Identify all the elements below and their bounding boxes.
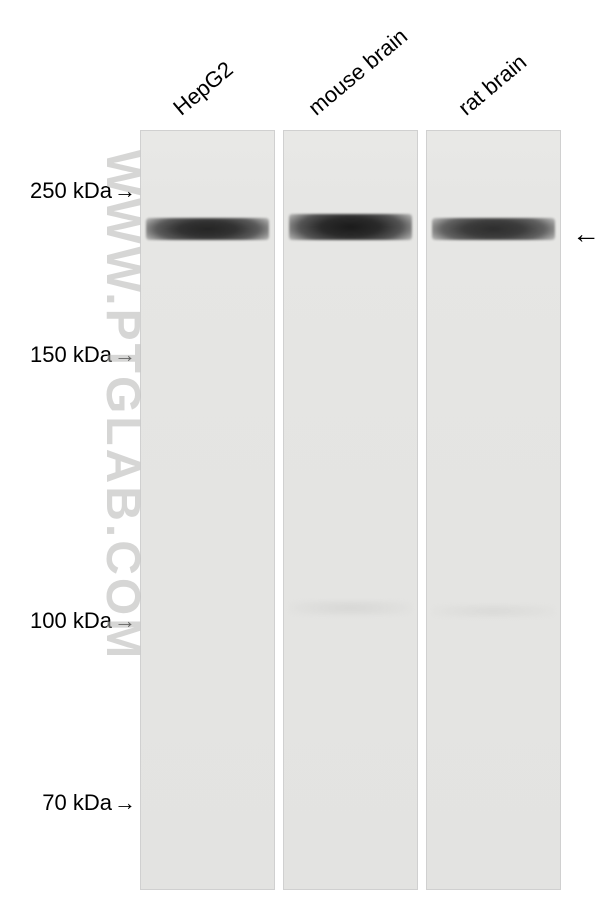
lane-label: rat brain — [453, 49, 532, 121]
arrow-right-icon: → — [114, 790, 136, 816]
mw-marker-label: 70 kDa→ — [0, 790, 136, 816]
lane-background — [427, 131, 560, 889]
arrow-right-icon: → — [114, 608, 136, 634]
lane-label: mouse brain — [303, 23, 412, 121]
band-faint — [289, 601, 411, 615]
lane-labels-group: HepG2 mouse brain rat brain — [0, 0, 600, 130]
arrow-right-icon: → — [114, 342, 136, 368]
lane-background — [284, 131, 417, 889]
band-main — [432, 218, 554, 240]
blot-lane — [426, 130, 561, 890]
blot-lane — [140, 130, 275, 890]
band-faint — [432, 605, 554, 617]
mw-marker-label: 100 kDa→ — [0, 608, 136, 634]
lane-background — [141, 131, 274, 889]
band-main — [146, 218, 268, 240]
mw-marker-label: 150 kDa→ — [0, 342, 136, 368]
blot-lane — [283, 130, 418, 890]
target-arrow-icon: ← — [572, 218, 600, 250]
lanes-group — [140, 130, 561, 890]
band-main — [289, 214, 411, 240]
mw-marker-label: 250 kDa→ — [0, 178, 136, 204]
lane-label: HepG2 — [168, 56, 238, 121]
arrow-right-icon: → — [114, 178, 136, 204]
blot-figure: HepG2 mouse brain rat brain 250 kDa→ 150 kD… — [0, 0, 600, 903]
